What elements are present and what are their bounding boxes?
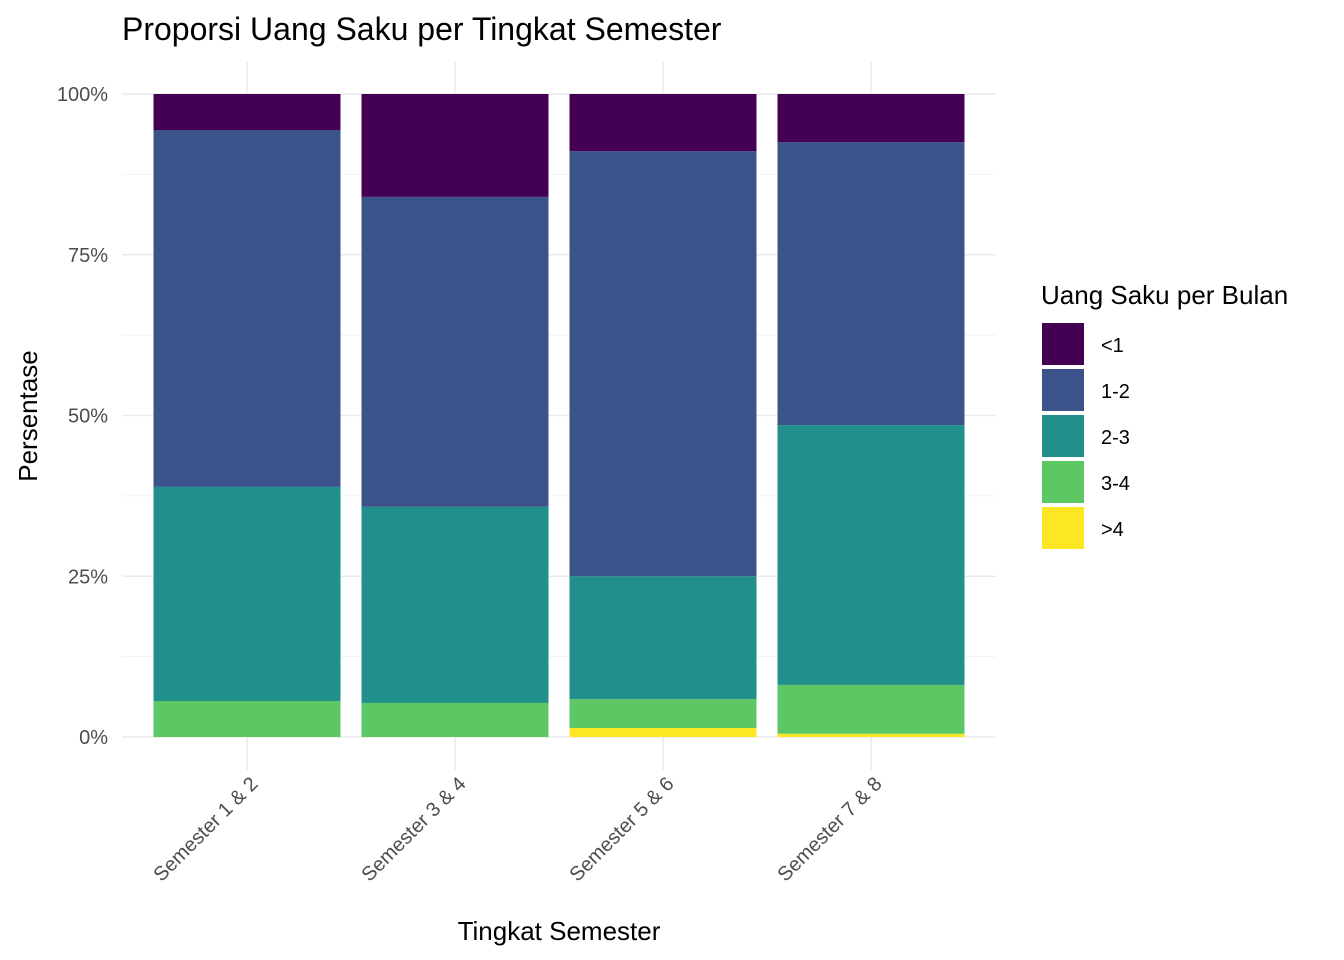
- bar-segment: [569, 94, 757, 152]
- bar-segment: [361, 506, 549, 703]
- bar-segment: [777, 142, 965, 426]
- bar-segment: [569, 727, 757, 737]
- legend-label: >4: [1101, 519, 1124, 541]
- legend-label: <1: [1101, 335, 1124, 357]
- bar-segment: [361, 196, 549, 507]
- bar-segment: [361, 702, 549, 737]
- y-tick-label: 25%: [68, 566, 108, 588]
- bar-segment: [777, 733, 965, 737]
- legend-title: Uang Saku per Bulan: [1041, 280, 1288, 310]
- y-axis-label: Persentase: [13, 350, 43, 482]
- legend-label: 2-3: [1101, 427, 1130, 449]
- bar-segment: [569, 151, 757, 577]
- bar-segment: [153, 700, 341, 737]
- y-tick-label: 100%: [57, 84, 108, 106]
- bars: [153, 94, 965, 737]
- chart-title: Proporsi Uang Saku per Tingkat Semester: [122, 11, 722, 47]
- x-tick-label: Semester 1 & 2: [150, 773, 263, 886]
- legend: Uang Saku per Bulan <1 1-2 2-3 3-4 >4: [1041, 280, 1288, 549]
- x-axis-ticks: Semester 1 & 2 Semester 3 & 4 Semester 5 &…: [150, 773, 887, 886]
- legend-key: [1042, 507, 1084, 549]
- legend-key: [1042, 415, 1084, 457]
- bar-segment: [777, 94, 965, 143]
- y-axis-ticks: 0% 25% 50% 75% 100%: [57, 84, 108, 749]
- legend-label: 1-2: [1101, 381, 1130, 403]
- bar-segment: [569, 699, 757, 728]
- y-tick-label: 0%: [79, 727, 108, 749]
- bar-segment: [153, 486, 341, 701]
- legend-label: 3-4: [1101, 473, 1130, 495]
- legend-key: [1042, 323, 1084, 365]
- x-tick-label: Semester 3 & 4: [358, 773, 471, 886]
- bar-segment: [569, 576, 757, 700]
- y-tick-label: 75%: [68, 245, 108, 267]
- x-tick-label: Semester 7 & 8: [774, 773, 887, 886]
- bar-segment: [777, 425, 965, 685]
- bar-segment: [361, 94, 549, 197]
- x-axis-label: Tingkat Semester: [458, 916, 661, 946]
- legend-key: [1042, 461, 1084, 503]
- y-tick-label: 50%: [68, 406, 108, 428]
- bar-segment: [153, 130, 341, 487]
- x-tick-label: Semester 5 & 6: [566, 773, 679, 886]
- bar-segment: [777, 684, 965, 734]
- legend-key: [1042, 369, 1084, 411]
- bar-segment: [153, 94, 341, 131]
